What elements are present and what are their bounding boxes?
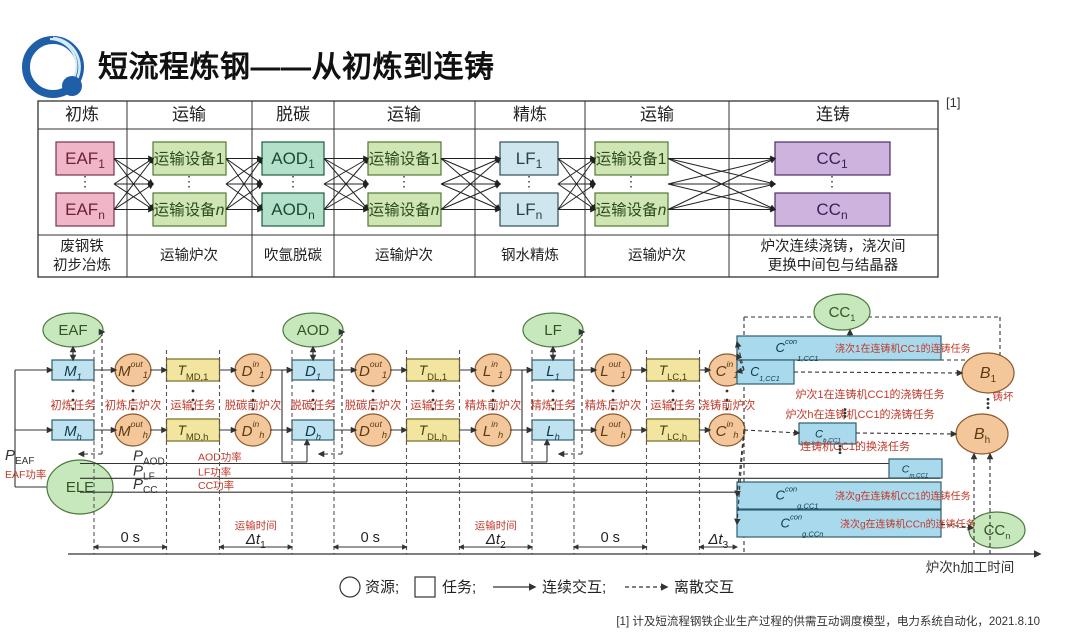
svg-text:CC功率: CC功率: [198, 479, 234, 492]
svg-text:离散交互: 离散交互: [674, 578, 734, 596]
svg-text:脱碳后炉次: 脱碳后炉次: [345, 398, 402, 412]
svg-text:运输任务: 运输任务: [410, 398, 455, 412]
svg-text:精炼后炉次: 精炼后炉次: [585, 398, 642, 412]
svg-text:ELE: ELE: [66, 479, 94, 496]
svg-text:运输任务: 运输任务: [170, 398, 215, 412]
svg-text:炉次h在连铸机CC1的浇铸任务: 炉次h在连铸机CC1的浇铸任务: [785, 407, 934, 421]
svg-text:LF功率: LF功率: [198, 465, 231, 478]
svg-text:浇次g在连铸机CC1的连铸任务: 浇次g在连铸机CC1的连铸任务: [835, 490, 971, 503]
svg-text:连续交互;: 连续交互;: [542, 578, 606, 596]
svg-text:EAF: EAF: [58, 322, 87, 339]
svg-text:AOD: AOD: [297, 322, 330, 339]
svg-text:Δt2: Δt2: [485, 531, 506, 551]
svg-text:初炼任务: 初炼任务: [50, 398, 95, 412]
svg-text:0 s: 0 s: [361, 530, 380, 546]
svg-text:脱碳前炉次: 脱碳前炉次: [225, 398, 282, 412]
svg-text:任务;: 任务;: [442, 579, 476, 596]
svg-text:Δt3: Δt3: [707, 531, 728, 551]
svg-text:铸坏: 铸坏: [993, 390, 1014, 403]
svg-text:脱碳任务: 脱碳任务: [290, 398, 335, 412]
svg-text:炉次1在连铸机CC1的浇铸任务: 炉次1在连铸机CC1的浇铸任务: [795, 387, 944, 401]
svg-text:资源;: 资源;: [365, 579, 399, 596]
svg-text:浇铸前炉次: 浇铸前炉次: [699, 398, 756, 412]
svg-text:[1] 计及短流程钢铁企业生产过程的供需互动调度模型，电力系: [1] 计及短流程钢铁企业生产过程的供需互动调度模型，电力系统自动化，2021.…: [616, 614, 1040, 628]
svg-text:Δt1: Δt1: [245, 531, 266, 551]
svg-text:0 s: 0 s: [121, 530, 140, 546]
svg-text:浇次1在连铸机CC1的连铸任务: 浇次1在连铸机CC1的连铸任务: [835, 342, 971, 355]
svg-text:运输任务: 运输任务: [650, 398, 695, 412]
svg-text:浇次g在连铸机CCn的连铸任务: 浇次g在连铸机CCn的连铸任务: [840, 518, 976, 531]
svg-text:初炼后炉次: 初炼后炉次: [105, 398, 162, 412]
svg-text:EAF功率: EAF功率: [5, 468, 46, 481]
svg-text:PEAF: PEAF: [5, 447, 34, 467]
svg-text:连铸机CC1的换浇任务: 连铸机CC1的换浇任务: [800, 439, 910, 453]
svg-text:炉次h加工时间: 炉次h加工时间: [926, 560, 1015, 575]
svg-text:LF: LF: [544, 322, 562, 339]
svg-text:精炼前炉次: 精炼前炉次: [465, 398, 522, 412]
svg-text:精炼任务: 精炼任务: [530, 398, 575, 412]
svg-text:0 s: 0 s: [601, 530, 620, 546]
